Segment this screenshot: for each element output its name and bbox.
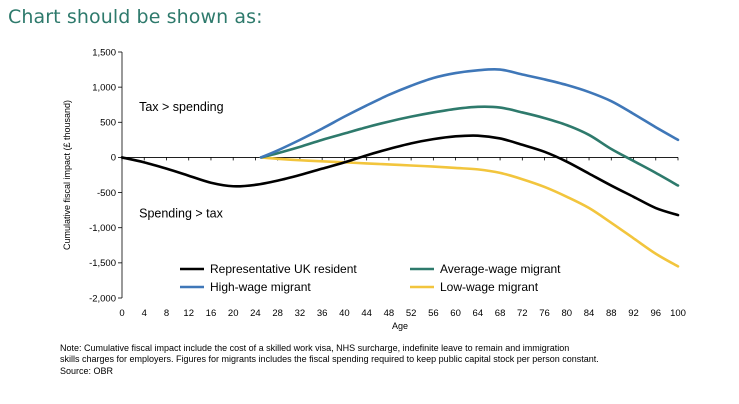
x-tick-label: 28 [272, 308, 283, 319]
series-layer [120, 68, 680, 268]
y-tick-label: 500 [100, 118, 116, 129]
note-line: Source: OBR [60, 365, 114, 376]
x-tick-label: 64 [473, 308, 484, 319]
x-tick-label: 100 [670, 308, 686, 319]
x-tick-label: 96 [650, 308, 661, 319]
x-tick-label: 16 [206, 308, 217, 319]
x-tick-label: 52 [406, 308, 417, 319]
x-tick-label: 20 [228, 308, 239, 319]
chart-note: Note: Cumulative fiscal impact include t… [60, 343, 730, 377]
y-axis-title: Cumulative fiscal impact (£ thousand) [62, 100, 72, 250]
annotations: Tax > spending Spending > tax [139, 100, 223, 221]
legend-item: High-wage migrant [180, 280, 311, 294]
x-tick-label: 4 [142, 308, 147, 319]
legend-label: Representative UK resident [210, 262, 357, 276]
y-tick-label: -1,000 [89, 223, 116, 234]
legend: Representative UK resident Average-wage m… [180, 262, 561, 294]
note-line: Note: Cumulative fiscal impact include t… [60, 343, 570, 353]
y-tick-label: -500 [97, 188, 116, 199]
x-tick-label: 68 [495, 308, 506, 319]
x-tick-label: 76 [539, 308, 550, 319]
x-tick-label: 24 [250, 308, 261, 319]
tax-exceeds-spending-label: Tax > spending [139, 100, 223, 114]
legend-label: High-wage migrant [210, 280, 311, 294]
y-tick-label: -1,500 [89, 258, 116, 269]
x-tick-label: 92 [628, 308, 639, 319]
x-tick-label: 0 [119, 308, 124, 319]
series-line-representative-uk-resident [120, 134, 680, 217]
x-tick-label: 8 [164, 308, 169, 319]
legend-item: Low-wage migrant [410, 280, 539, 294]
x-tick-label: 36 [317, 308, 328, 319]
x-tick-label: 88 [606, 308, 617, 319]
series-line-low-wage-migrant [259, 156, 680, 268]
legend-item: Average-wage migrant [410, 262, 561, 276]
y-tick-label: 1,000 [92, 82, 116, 93]
x-tick-label: 12 [183, 308, 194, 319]
y-tick-label: 1,500 [92, 47, 116, 58]
series-line-high-wage-migrant [259, 68, 680, 159]
x-tick-label: 32 [295, 308, 306, 319]
y-tick-label: -2,000 [89, 293, 116, 304]
x-axis-title: Age [392, 321, 408, 331]
x-tick-label: 44 [361, 308, 372, 319]
spending-exceeds-tax-label: Spending > tax [139, 207, 223, 221]
x-tick-label: 84 [584, 308, 595, 319]
x-tick-label: 56 [428, 308, 439, 319]
x-tick-label: 40 [339, 308, 350, 319]
y-tick-label: 0 [111, 153, 116, 164]
x-tick-label: 48 [384, 308, 395, 319]
legend-item: Representative UK resident [180, 262, 357, 276]
chart-heading: Chart should be shown as: [8, 6, 263, 28]
series-line-average-wage-migrant [259, 105, 680, 187]
note-line: skills charges for employers. Figures fo… [60, 354, 599, 365]
x-tick-label: 72 [517, 308, 528, 319]
legend-label: Low-wage migrant [440, 280, 539, 294]
legend-label: Average-wage migrant [440, 262, 561, 276]
x-tick-label: 80 [562, 308, 573, 319]
x-tick-label: 60 [450, 308, 461, 319]
